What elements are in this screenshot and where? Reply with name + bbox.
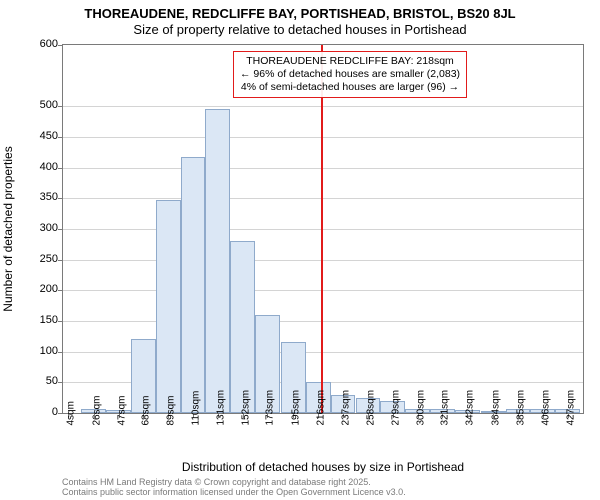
gridline-h [63,290,583,291]
chart-container: THOREAUDENE, REDCLIFFE BAY, PORTISHEAD, … [0,0,600,500]
histogram-bar [205,109,230,413]
gridline-h [63,229,583,230]
gridline-h [63,137,583,138]
ytick-label: 0 [8,406,58,418]
plot-area: THOREAUDENE REDCLIFFE BAY: 218sqm ← 96% … [62,44,584,414]
chart-title-sub: Size of property relative to detached ho… [0,22,600,37]
ytick-mark [58,413,63,414]
ytick-label: 450 [8,130,58,142]
gridline-h [63,321,583,322]
ytick-mark [58,352,63,353]
annotation-box: THOREAUDENE REDCLIFFE BAY: 218sqm ← 96% … [233,51,467,98]
ytick-mark [58,382,63,383]
ytick-label: 100 [8,345,58,357]
ytick-mark [58,137,63,138]
ytick-mark [58,106,63,107]
ytick-label: 600 [8,38,58,50]
gridline-h [63,168,583,169]
gridline-h [63,106,583,107]
gridline-h [63,260,583,261]
gridline-h [63,198,583,199]
ytick-mark [58,260,63,261]
ytick-label: 200 [8,283,58,295]
ytick-label: 400 [8,161,58,173]
chart-title-main: THOREAUDENE, REDCLIFFE BAY, PORTISHEAD, … [0,6,600,21]
ytick-label: 500 [8,99,58,111]
histogram-bar [230,241,255,413]
annotation-line3: 4% of semi-detached houses are larger (9… [240,81,460,94]
ytick-label: 350 [8,191,58,203]
footer-line2: Contains public sector information licen… [62,488,406,498]
x-axis-label: Distribution of detached houses by size … [62,460,584,474]
ytick-label: 250 [8,253,58,265]
annotation-line2: ← 96% of detached houses are smaller (2,… [240,68,460,81]
ytick-label: 50 [8,375,58,387]
annotation-line1: THOREAUDENE REDCLIFFE BAY: 218sqm [240,55,460,68]
ytick-mark [58,229,63,230]
histogram-bar [156,200,181,413]
ytick-label: 150 [8,314,58,326]
ytick-mark [58,168,63,169]
ytick-mark [58,290,63,291]
ytick-mark [58,45,63,46]
marker-vline [321,45,323,413]
ytick-mark [58,198,63,199]
histogram-bar [181,157,206,413]
ytick-mark [58,321,63,322]
footer-attribution: Contains HM Land Registry data © Crown c… [62,478,406,498]
ytick-label: 300 [8,222,58,234]
